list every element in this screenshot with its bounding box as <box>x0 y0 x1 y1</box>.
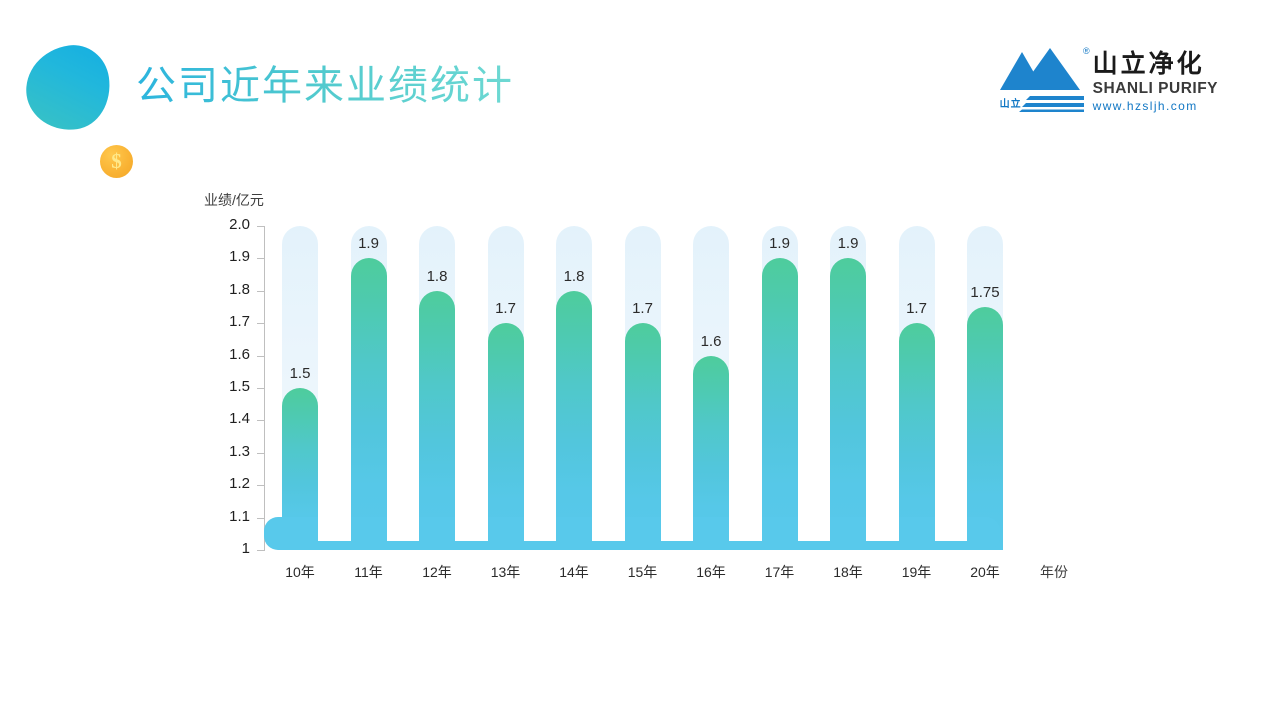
y-axis-title: 业绩/亿元 <box>204 192 264 208</box>
bar-value-label: 1.9 <box>769 235 790 253</box>
x-tick-label: 13年 <box>490 564 521 580</box>
y-tick-label: 1.5 <box>229 378 250 395</box>
bar-slot[interactable]: 1.7 <box>898 226 935 550</box>
bar-fill[interactable] <box>556 290 592 550</box>
bar-slot[interactable]: 1.9 <box>830 226 866 550</box>
bar-fill[interactable] <box>419 290 455 550</box>
y-tick-mark <box>257 290 265 292</box>
y-tick-label: 1.6 <box>229 345 250 363</box>
logo-company-en: SHANLI PURIFY <box>1092 80 1218 97</box>
logo-mark-label: 山立 <box>999 99 1022 110</box>
dollar-coin-icon: $ <box>100 145 133 178</box>
registered-mark: ® <box>1083 46 1090 56</box>
x-tick-label: 19年 <box>901 564 932 580</box>
x-tick-label: 14年 <box>559 564 589 580</box>
company-logo: ® 山立 山立净化 SHANLI PURIFY www.hzsljh.com <box>999 46 1218 114</box>
y-tick-mark <box>257 226 265 227</box>
page-title: 公司近年来业绩统计 <box>136 64 514 108</box>
y-tick-label: 1 <box>241 540 250 557</box>
bar-fill[interactable] <box>487 323 524 550</box>
y-tick-mark <box>257 517 265 519</box>
y-tick-label: 1.4 <box>229 410 250 428</box>
bar-value-label: 1.75 <box>970 284 1000 301</box>
bar-value-label: 1.6 <box>700 332 722 350</box>
bar-value-label: 1.8 <box>563 267 585 285</box>
y-tick-label: 1.1 <box>229 507 250 525</box>
y-tick-mark <box>257 452 265 454</box>
bar-fill[interactable] <box>350 258 387 550</box>
bar-value-label: 1.9 <box>358 235 379 253</box>
chart-baseline <box>264 517 1000 550</box>
x-tick-label: 18年 <box>833 564 863 580</box>
bar-value-label: 1.9 <box>837 235 859 253</box>
x-tick-label: 16年 <box>696 564 726 580</box>
bar-value-label: 1.8 <box>426 267 448 285</box>
x-tick-label: 17年 <box>764 564 795 580</box>
y-tick-label: 1.7 <box>229 313 250 331</box>
x-tick-label: 10年 <box>285 564 315 580</box>
bar-value-label: 1.5 <box>289 365 311 382</box>
bar-value-label: 1.7 <box>495 300 516 318</box>
y-tick-mark <box>257 323 265 325</box>
x-tick-label: 20年 <box>970 564 1000 580</box>
bar-fill[interactable] <box>624 323 661 550</box>
bar-slot[interactable]: 1.5 <box>282 226 318 550</box>
y-tick-label: 1.9 <box>229 248 250 266</box>
y-tick-mark <box>257 258 265 260</box>
bar-slot[interactable]: 1.7 <box>624 226 661 550</box>
y-tick-mark <box>257 420 265 422</box>
bar-value-label: 1.7 <box>906 300 927 318</box>
x-tick-label: 11年 <box>354 564 383 580</box>
y-tick-mark <box>257 388 265 389</box>
y-tick-label: 1.2 <box>229 475 250 493</box>
bar-fill[interactable] <box>830 258 866 550</box>
bar-fill[interactable] <box>898 323 935 550</box>
bar-slot[interactable]: 1.9 <box>761 226 798 550</box>
y-tick-mark <box>257 485 265 487</box>
y-tick-label: 2.0 <box>229 216 250 233</box>
x-tick-label: 15年 <box>627 564 658 580</box>
y-tick-mark <box>257 550 265 551</box>
bar-slot[interactable]: 1.8 <box>556 226 592 550</box>
logo-company-cn: 山立净化 <box>1092 50 1205 78</box>
bar-slot[interactable]: 1.6 <box>693 226 729 550</box>
bar-slot[interactable]: 1.75 <box>967 226 1003 550</box>
y-tick-label: 1.3 <box>229 442 250 460</box>
bar-value-label: 1.7 <box>632 300 653 318</box>
dollar-sign-glyph: $ <box>111 148 122 173</box>
logo-website: www.hzsljh.com <box>1092 99 1198 114</box>
logo-text-block: 山立净化 SHANLI PURIFY www.hzsljh.com <box>1093 46 1218 114</box>
x-tick-label: 12年 <box>422 564 452 580</box>
y-tick-label: 1.8 <box>229 280 250 298</box>
x-axis-title: 年份 <box>1040 564 1068 580</box>
mountain-logo-icon: ® 山立 <box>999 46 1090 112</box>
y-tick-mark <box>257 355 265 357</box>
bar-fill[interactable] <box>761 258 798 550</box>
bar-slot[interactable]: 1.7 <box>487 226 524 550</box>
bar-fill[interactable] <box>967 307 1003 550</box>
plot-area: 1.5 1.9 1.8 1.7 1.8 1.7 1.6 1.9 1.9 1.7 1.75 <box>264 226 1024 550</box>
bar-slot[interactable]: 1.8 <box>419 226 455 550</box>
bar-slot[interactable]: 1.9 <box>350 226 387 550</box>
